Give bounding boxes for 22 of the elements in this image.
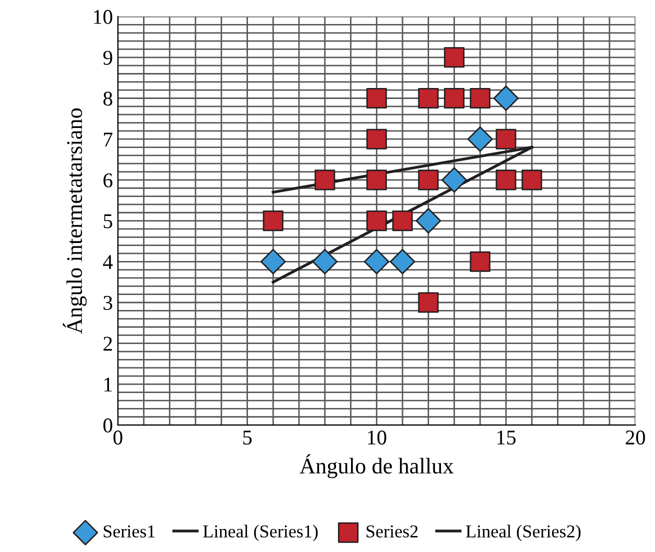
y-tick-label: 0 xyxy=(103,418,112,432)
y-tick-label: 9 xyxy=(103,50,112,65)
y-tick-label: 5 xyxy=(104,214,112,228)
y-tick-label: 8 xyxy=(103,92,112,106)
y-tick-label: 2 xyxy=(104,336,112,351)
x-tick-label: 15 xyxy=(497,430,516,445)
x-tick-label: 10 xyxy=(368,430,386,445)
legend-label: Lineal (Series2) xyxy=(466,524,581,542)
y-tick-label: 10 xyxy=(94,10,112,24)
legend-label: Lineal (Series1) xyxy=(203,524,318,542)
x-tick-label: 20 xyxy=(626,430,645,445)
x-tick-label: 5 xyxy=(243,430,252,445)
y-axis-title: Ángulo intermetatarsiano xyxy=(62,108,87,334)
y-tick-label: 1 xyxy=(104,378,112,392)
x-axis-title: Ángulo de hallux xyxy=(300,454,454,478)
y-tick-label: 6 xyxy=(104,173,112,188)
y-tick-label: 3 xyxy=(104,296,112,310)
x-tick-label: 0 xyxy=(113,430,122,445)
legend-label: Series1 xyxy=(104,525,155,538)
y-tick-label: 7 xyxy=(104,132,112,146)
y-tick-label: 4 xyxy=(103,255,113,269)
legend-label: Series2 xyxy=(366,525,418,538)
